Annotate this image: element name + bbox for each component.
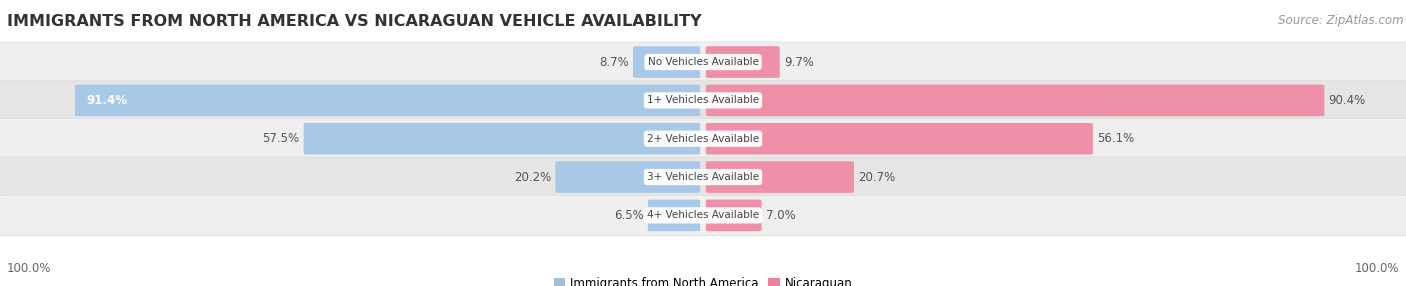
Text: 100.0%: 100.0% [7,262,52,275]
Text: 8.7%: 8.7% [599,55,628,69]
FancyBboxPatch shape [0,42,1406,82]
Text: 90.4%: 90.4% [1329,94,1365,107]
Text: 20.7%: 20.7% [858,170,896,184]
FancyBboxPatch shape [0,157,1406,197]
FancyBboxPatch shape [0,80,1406,120]
Text: 56.1%: 56.1% [1097,132,1135,145]
Text: 9.7%: 9.7% [785,55,814,69]
Text: 1+ Vehicles Available: 1+ Vehicles Available [647,96,759,105]
Text: 4+ Vehicles Available: 4+ Vehicles Available [647,210,759,220]
FancyBboxPatch shape [706,123,1092,154]
FancyBboxPatch shape [0,195,1406,235]
FancyBboxPatch shape [648,200,700,231]
Text: 20.2%: 20.2% [515,170,551,184]
Text: Source: ZipAtlas.com: Source: ZipAtlas.com [1278,14,1403,27]
Text: 7.0%: 7.0% [766,209,796,222]
FancyBboxPatch shape [706,200,762,231]
FancyBboxPatch shape [633,46,700,78]
FancyBboxPatch shape [706,161,853,193]
Text: No Vehicles Available: No Vehicles Available [648,57,758,67]
FancyBboxPatch shape [555,161,700,193]
Text: 100.0%: 100.0% [1354,262,1399,275]
Text: 6.5%: 6.5% [614,209,644,222]
FancyBboxPatch shape [706,46,780,78]
FancyBboxPatch shape [75,85,700,116]
Text: 2+ Vehicles Available: 2+ Vehicles Available [647,134,759,144]
FancyBboxPatch shape [706,85,1324,116]
FancyBboxPatch shape [0,119,1406,159]
Text: 57.5%: 57.5% [263,132,299,145]
Text: 3+ Vehicles Available: 3+ Vehicles Available [647,172,759,182]
Text: IMMIGRANTS FROM NORTH AMERICA VS NICARAGUAN VEHICLE AVAILABILITY: IMMIGRANTS FROM NORTH AMERICA VS NICARAG… [7,14,702,29]
FancyBboxPatch shape [304,123,700,154]
Text: 91.4%: 91.4% [86,94,127,107]
Legend: Immigrants from North America, Nicaraguan: Immigrants from North America, Nicaragua… [548,272,858,286]
